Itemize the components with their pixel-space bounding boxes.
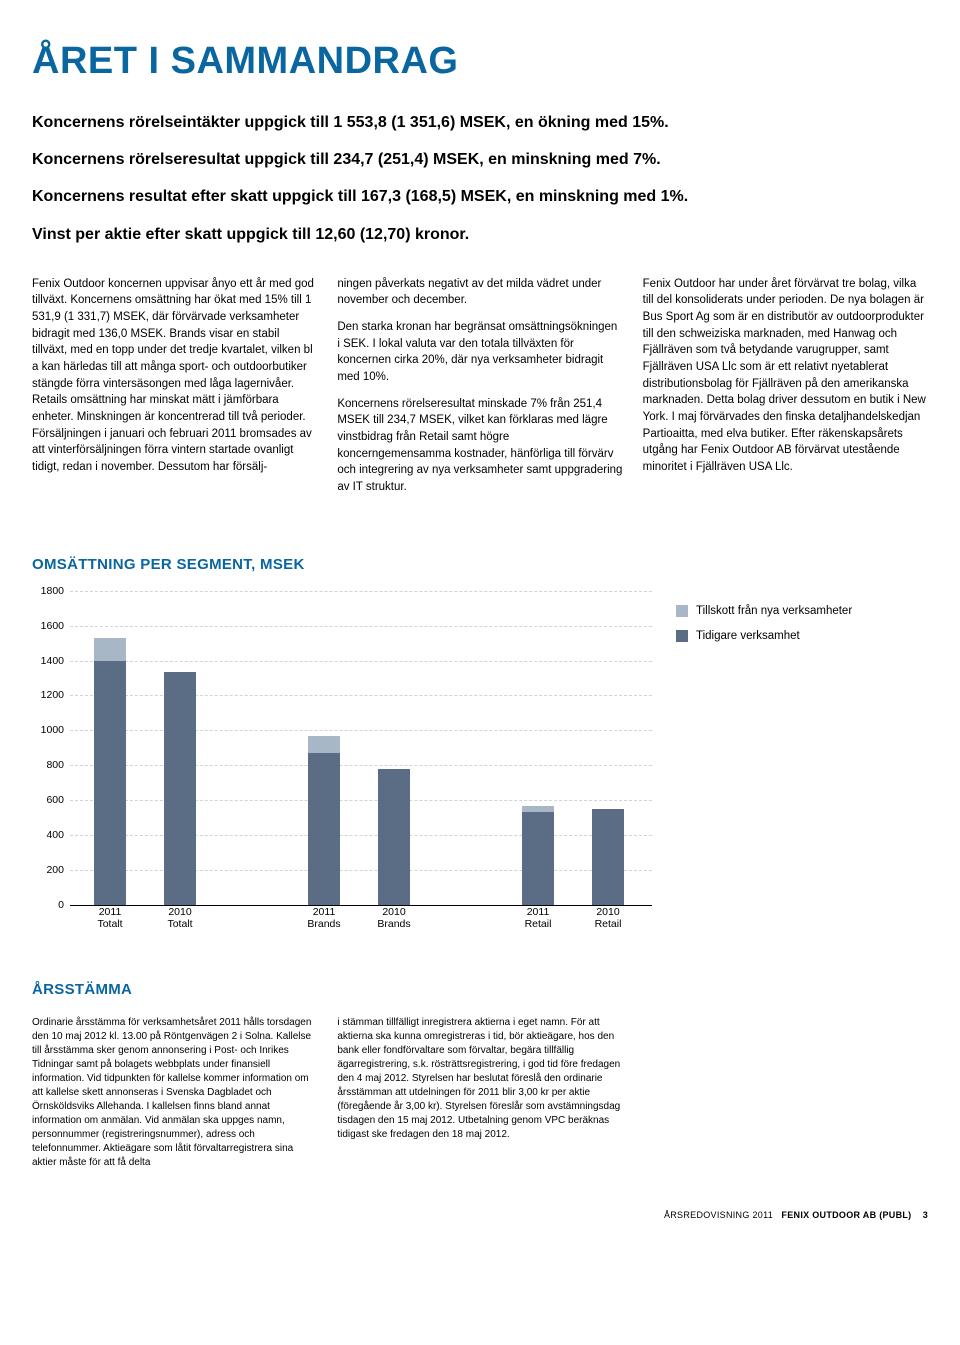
chart-bar-base — [94, 661, 126, 905]
body-col1-text: Fenix Outdoor koncernen uppvisar ånyo et… — [32, 276, 317, 476]
chart-y-label: 1600 — [32, 620, 64, 632]
chart-bar-base — [164, 672, 196, 904]
agm-col-1: Ordinarie årsstämma för verksamhetsåret … — [32, 1016, 317, 1170]
body-col-1: Fenix Outdoor koncernen uppvisar ånyo et… — [32, 276, 317, 506]
chart-bar-group — [592, 809, 624, 905]
agm-col2-text: i stämman tillfälligt inregistrera aktie… — [337, 1016, 622, 1142]
chart-y-label: 1200 — [32, 689, 64, 701]
chart-y-label: 800 — [32, 759, 64, 771]
body-col3-text: Fenix Outdoor har under året förvärvat t… — [643, 276, 928, 476]
body-col2-p3: Koncernens rörelseresultat minskade 7% f… — [337, 396, 622, 496]
legend-item: Tidigare verksamhet — [676, 628, 852, 645]
chart-bars — [70, 591, 652, 905]
chart-legend: Tillskott från nya verksamheter Tidigare … — [676, 603, 852, 654]
chart-y-label: 200 — [32, 864, 64, 876]
legend-item: Tillskott från nya verksamheter — [676, 603, 852, 620]
chart-bar-group — [308, 736, 340, 905]
agm-col-2: i stämman tillfälligt inregistrera aktie… — [337, 1016, 622, 1170]
chart-wrapper: 0200400600800100012001400160018002011Tot… — [32, 591, 928, 931]
chart-bar-group — [94, 638, 126, 905]
chart-y-label: 600 — [32, 794, 64, 806]
body-columns: Fenix Outdoor koncernen uppvisar ånyo et… — [32, 276, 928, 506]
chart-bar-group — [378, 769, 410, 905]
legend-swatch — [676, 605, 688, 617]
chart-x-label: 2011Retail — [510, 906, 566, 931]
chart-y-label: 0 — [32, 899, 64, 911]
footer-mid: FENIX OUTDOOR AB (PUBL) — [781, 1210, 911, 1220]
body-col2-p2: Den starka kronan har begränsat omsättni… — [337, 319, 622, 386]
summary-bullets: Koncernens rörelseintäkter uppgick till … — [32, 111, 928, 246]
chart-heading: OMSÄTTNING PER SEGMENT, MSEK — [32, 556, 928, 573]
chart-bar-addon — [308, 736, 340, 753]
chart-bar-base — [378, 769, 410, 905]
legend-label: Tidigare verksamhet — [696, 628, 800, 645]
chart-x-label: 2010Totalt — [152, 906, 208, 931]
body-col2-p1: ningen påverkats negativt av det milda v… — [337, 276, 622, 309]
legend-label: Tillskott från nya verksamheter — [696, 603, 852, 620]
chart-y-label: 400 — [32, 829, 64, 841]
bullet-3: Vinst per aktie efter skatt uppgick till… — [32, 223, 928, 246]
footer-left: ÅRSREDOVISNING 2011 — [664, 1210, 773, 1220]
page-title: ÅRET I SAMMANDRAG — [32, 40, 928, 83]
bullet-1: Koncernens rörelseresultat uppgick till … — [32, 148, 928, 171]
chart-x-label: 2011Brands — [296, 906, 352, 931]
legend-swatch — [676, 630, 688, 642]
chart-y-label: 1000 — [32, 724, 64, 736]
chart-bar-base — [592, 809, 624, 905]
chart-x-label: 2011Totalt — [82, 906, 138, 931]
body-col-2: ningen påverkats negativt av det milda v… — [337, 276, 622, 506]
agm-heading: ÅRSSTÄMMA — [32, 981, 928, 998]
segment-chart: 0200400600800100012001400160018002011Tot… — [32, 591, 652, 931]
chart-bar-group — [164, 672, 196, 904]
footer-page: 3 — [923, 1210, 928, 1220]
body-col-3: Fenix Outdoor har under året förvärvat t… — [643, 276, 928, 506]
chart-bar-addon — [94, 638, 126, 662]
bullet-2: Koncernens resultat efter skatt uppgick … — [32, 185, 928, 208]
chart-x-label: 2010Retail — [580, 906, 636, 931]
agm-col1-text: Ordinarie årsstämma för verksamhetsåret … — [32, 1016, 317, 1170]
bullet-0: Koncernens rörelseintäkter uppgick till … — [32, 111, 928, 134]
chart-bar-base — [522, 812, 554, 904]
chart-bar-group — [522, 806, 554, 905]
page-footer: ÅRSREDOVISNING 2011 FENIX OUTDOOR AB (PU… — [32, 1210, 928, 1220]
chart-x-label: 2010Brands — [366, 906, 422, 931]
chart-y-label: 1400 — [32, 655, 64, 667]
chart-bar-base — [308, 753, 340, 904]
chart-y-label: 1800 — [32, 585, 64, 597]
agm-col-3-spacer — [643, 1016, 928, 1170]
agm-columns: Ordinarie årsstämma för verksamhetsåret … — [32, 1016, 928, 1170]
